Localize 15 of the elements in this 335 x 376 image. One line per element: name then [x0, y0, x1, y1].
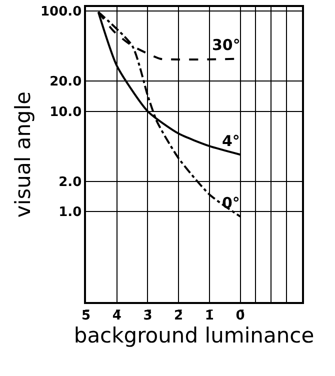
- series-label: 4°: [222, 132, 240, 150]
- x-tick-label: 3̄: [143, 308, 152, 324]
- y-tick-label: 1.0: [58, 205, 82, 220]
- y-tick-label: 100.0: [40, 4, 82, 20]
- y-tick-label: 10.0: [50, 104, 82, 120]
- series-label: 30°: [212, 36, 240, 54]
- y-axis-title: visual angle: [11, 91, 36, 218]
- x-tick-label: 2̄: [174, 308, 184, 324]
- y-tick-label: 20.0: [50, 74, 82, 90]
- x-tick-label: 5̄: [81, 308, 91, 324]
- y-tick-label: 2.0: [58, 174, 82, 190]
- x-axis-title: background luminance: [74, 323, 314, 348]
- x-tick-label: 1̄: [204, 308, 214, 324]
- x-tick-label: 4̄: [112, 308, 122, 324]
- x-tick-label: 0̄: [236, 308, 245, 324]
